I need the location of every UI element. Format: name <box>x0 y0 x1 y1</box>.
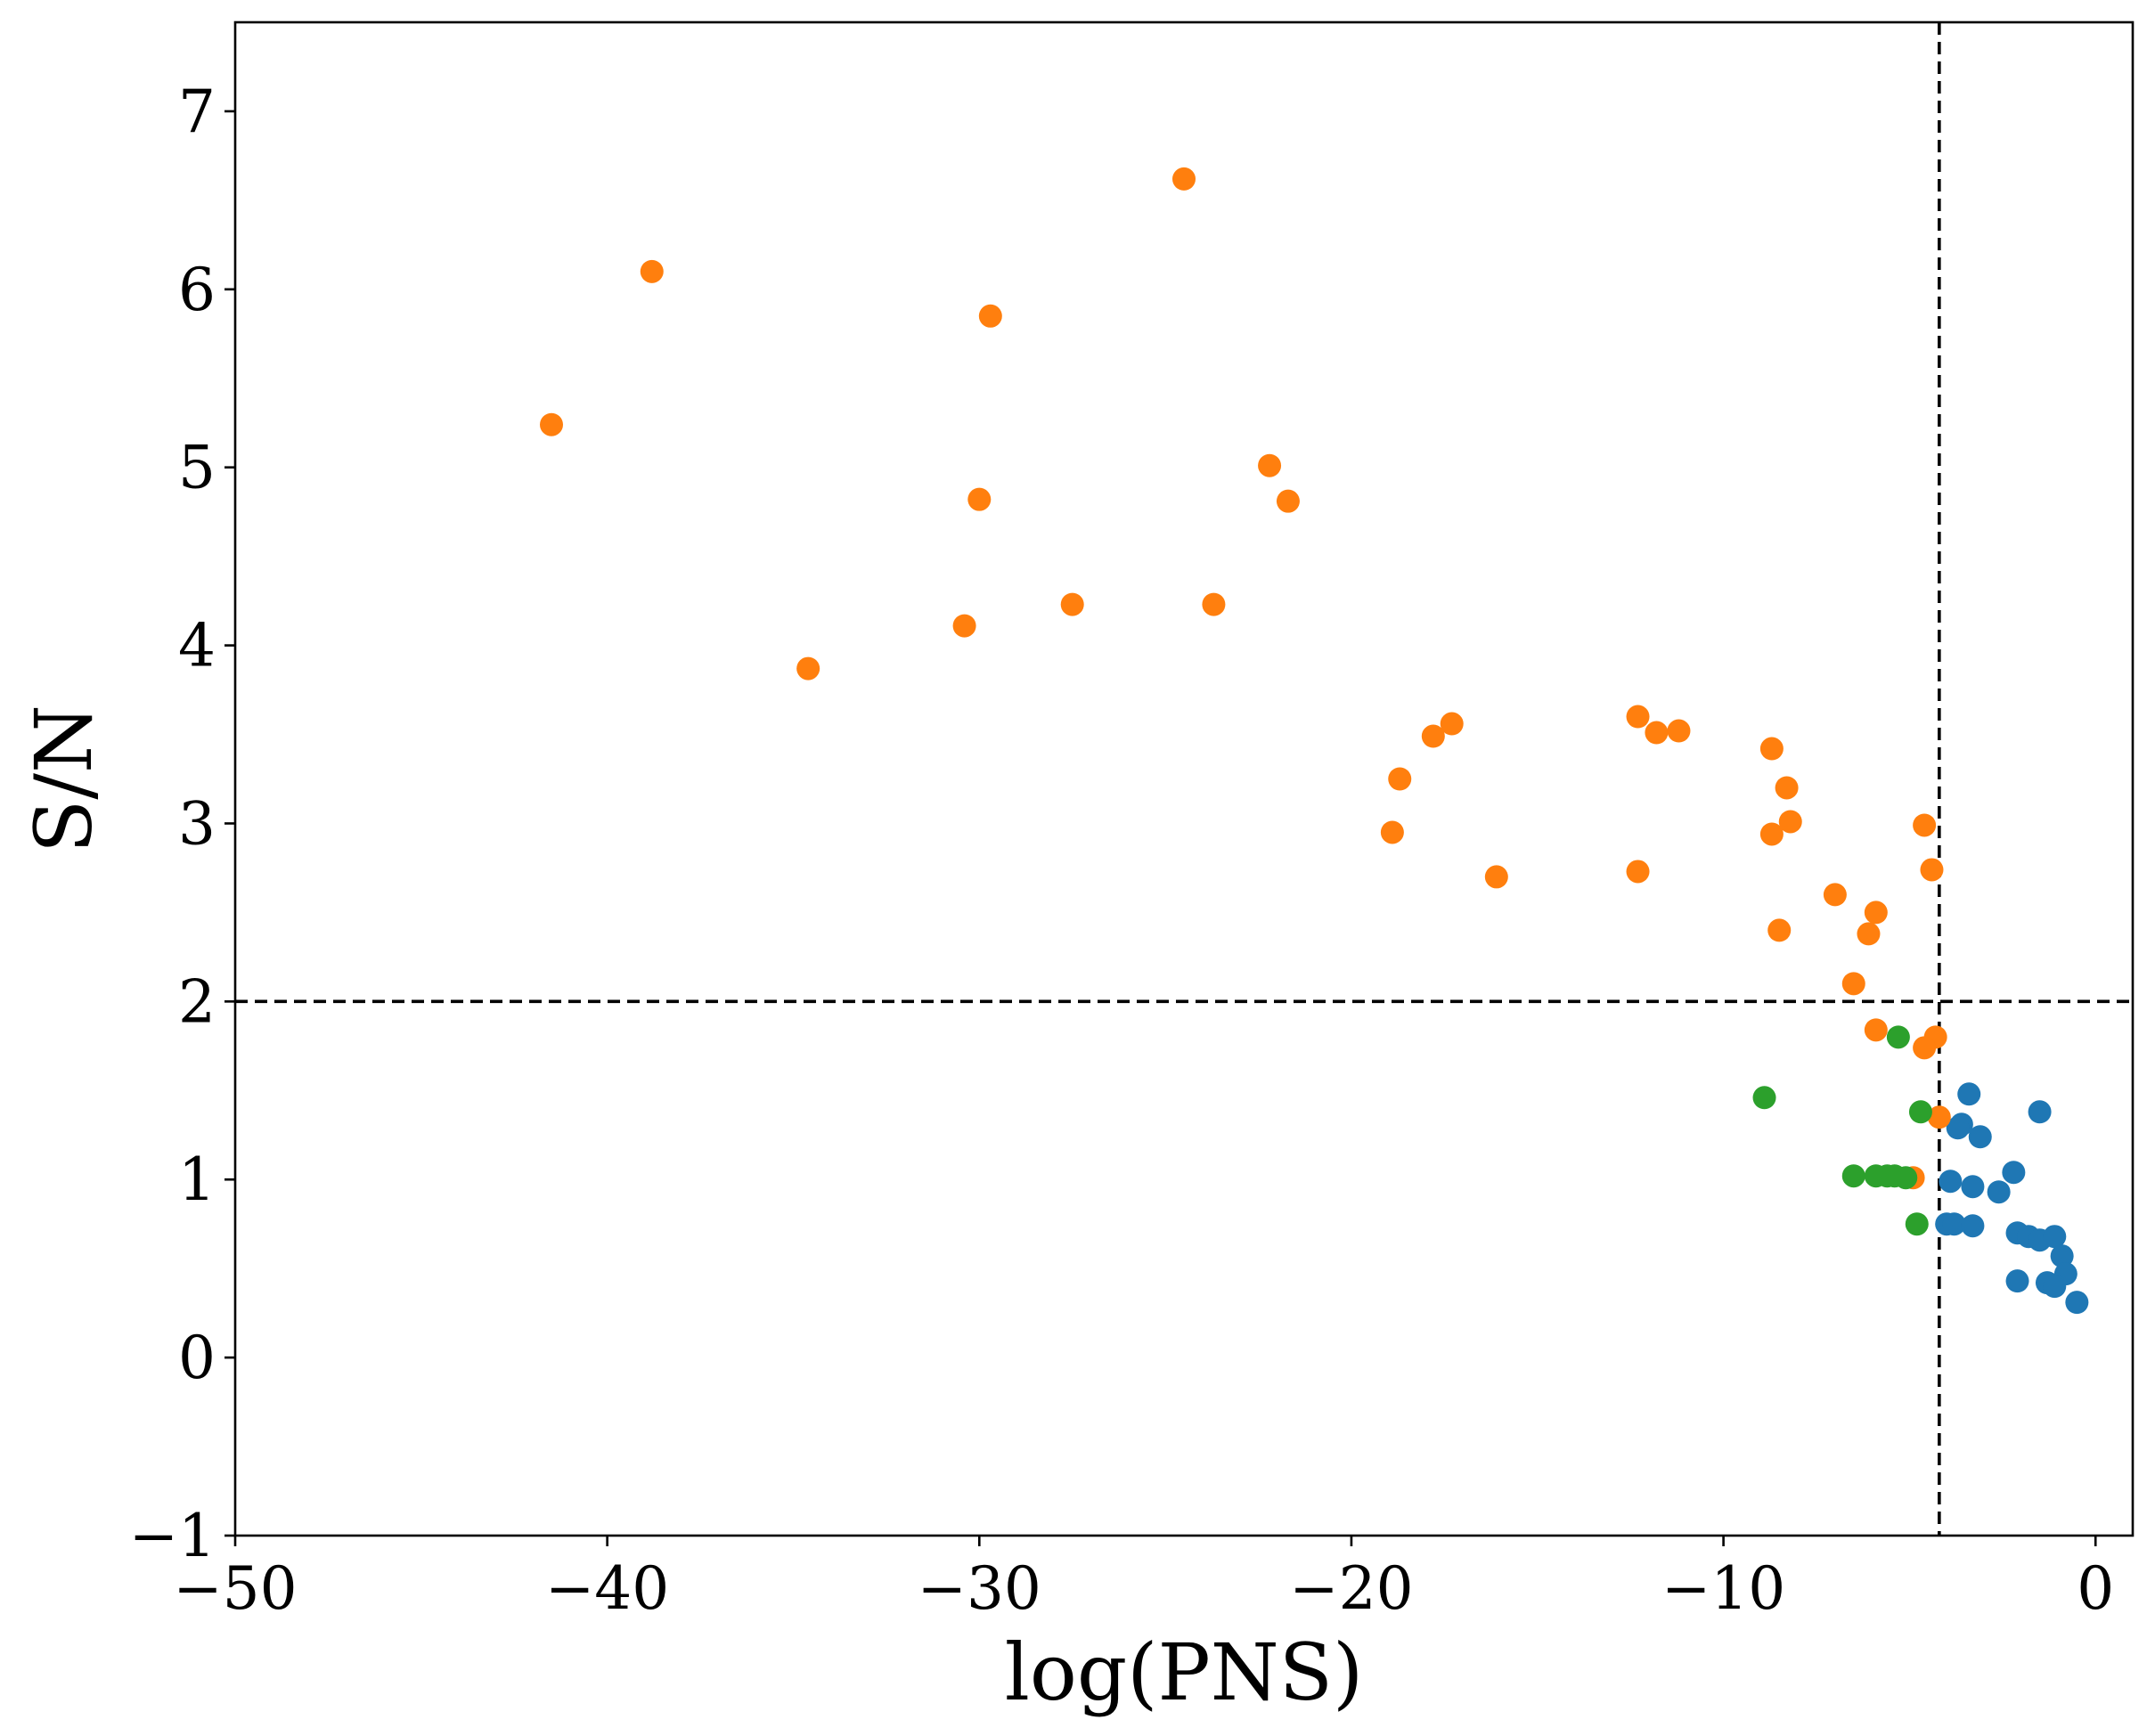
plot-frame <box>233 20 2135 1537</box>
data-point <box>967 487 992 511</box>
data-point <box>1752 1086 1776 1110</box>
data-point <box>2002 1161 2026 1185</box>
data-point <box>1864 901 1888 925</box>
x-tick-label: −30 <box>918 1554 1041 1623</box>
data-point <box>1857 922 1881 946</box>
y-tick-label: 4 <box>178 612 216 681</box>
y-tick-label: 6 <box>178 256 216 324</box>
data-point <box>978 304 1002 328</box>
data-point <box>1767 918 1792 942</box>
data-points <box>540 167 2089 1315</box>
data-point <box>1258 453 1282 477</box>
data-point <box>1276 489 1300 513</box>
data-point <box>952 614 976 638</box>
data-point <box>1961 1175 1985 1199</box>
y-axis-ticks: −1 0 1 2 3 4 5 6 7 <box>129 77 235 1570</box>
series-blue <box>1935 1082 2089 1315</box>
data-point <box>2065 1291 2089 1315</box>
data-point <box>1927 1105 1951 1129</box>
y-tick-label: 2 <box>178 967 216 1036</box>
data-point <box>1060 592 1084 616</box>
x-tick-label: −50 <box>173 1554 297 1623</box>
data-point <box>2043 1275 2067 1299</box>
x-tick-label: −10 <box>1661 1554 1785 1623</box>
data-point <box>1942 1212 1966 1236</box>
data-point <box>1939 1170 1963 1194</box>
x-axis-ticks: −50 −40 −30 −20 −10 0 <box>173 1536 2114 1623</box>
data-point <box>2005 1269 2029 1293</box>
y-tick-label: 3 <box>178 789 216 858</box>
data-point <box>1968 1125 1992 1149</box>
data-point <box>1202 592 1226 616</box>
y-tick-label: −1 <box>129 1502 216 1570</box>
data-point <box>2028 1100 2052 1124</box>
data-point <box>1987 1180 2011 1204</box>
data-point <box>1388 767 1412 791</box>
data-point <box>540 412 563 436</box>
data-point <box>1886 1025 1910 1049</box>
reference-lines <box>235 22 2133 1536</box>
y-tick-label: 1 <box>178 1145 216 1214</box>
data-point <box>1484 865 1508 889</box>
data-point <box>640 259 664 283</box>
data-point <box>1759 737 1784 761</box>
data-point <box>1920 858 1944 882</box>
y-axis-title: S/N <box>18 705 110 853</box>
data-point <box>1440 712 1464 736</box>
y-tick-label: 5 <box>178 434 216 502</box>
data-point <box>1172 167 1196 191</box>
series-orange <box>540 167 1951 1190</box>
y-tick-label: 7 <box>178 77 216 146</box>
data-point <box>1841 1164 1865 1188</box>
data-point <box>1957 1082 1981 1106</box>
data-point <box>1841 972 1865 996</box>
data-point <box>1946 1116 1970 1140</box>
data-point <box>1823 883 1847 907</box>
data-point <box>1626 705 1650 729</box>
series-green <box>1752 1025 1932 1236</box>
x-tick-label: 0 <box>2077 1554 2114 1623</box>
data-point <box>1894 1166 1918 1190</box>
data-point <box>1380 820 1404 844</box>
data-point <box>1905 1212 1929 1236</box>
data-point <box>2050 1244 2074 1268</box>
data-point <box>1961 1214 1985 1238</box>
data-point <box>1908 1100 1932 1124</box>
data-point <box>1778 810 1802 834</box>
data-point <box>2043 1225 2067 1249</box>
data-point <box>1667 719 1691 743</box>
x-tick-label: −40 <box>545 1554 669 1623</box>
data-point <box>1645 721 1669 745</box>
data-point <box>1864 1018 1888 1042</box>
data-point <box>1421 724 1445 748</box>
data-point <box>796 656 820 681</box>
data-point <box>1775 776 1799 800</box>
y-tick-label: 0 <box>178 1324 216 1392</box>
x-axis-title: log(PNS) <box>1005 1626 1364 1718</box>
data-point <box>1759 822 1784 846</box>
data-point <box>1626 860 1650 884</box>
data-point <box>1913 1036 1937 1060</box>
x-tick-label: −20 <box>1289 1554 1413 1623</box>
data-point <box>1913 813 1937 837</box>
